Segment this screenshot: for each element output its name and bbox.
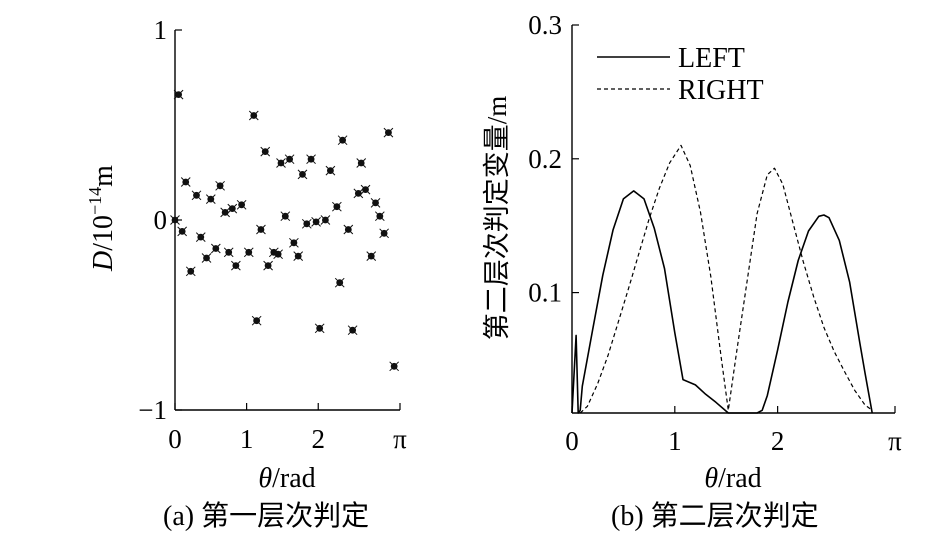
scatter-point bbox=[205, 194, 216, 204]
chart-legend: LEFT RIGHT bbox=[597, 43, 764, 106]
scatter-point bbox=[201, 253, 212, 263]
scatter-point bbox=[280, 211, 291, 222]
scatter-point bbox=[325, 165, 336, 176]
scatter-point bbox=[276, 158, 286, 168]
scatter-point bbox=[173, 89, 184, 100]
scatter-point bbox=[248, 110, 259, 121]
scatter-point bbox=[180, 177, 191, 187]
series-line-right bbox=[579, 144, 873, 414]
scatter-point bbox=[273, 249, 283, 260]
scatter-point bbox=[360, 184, 371, 195]
line-y-tick-label: 0.3 bbox=[528, 10, 562, 40]
scatter-point bbox=[334, 277, 345, 288]
scatter-y-axis-label: D/10−14m bbox=[85, 165, 119, 272]
scatter-point bbox=[260, 146, 271, 157]
scatter-point bbox=[343, 224, 354, 235]
scatter-point bbox=[383, 127, 394, 138]
scatter-x-tick-label: π bbox=[393, 424, 407, 454]
line-y-axis-label: 第二层次判定变量/m bbox=[482, 96, 512, 341]
scatter-point bbox=[227, 203, 238, 214]
scatter-point bbox=[366, 251, 377, 261]
scatter-point bbox=[379, 228, 389, 239]
scatter-point bbox=[170, 215, 180, 225]
scatter-y-tick-label: 1 bbox=[154, 15, 168, 45]
scatter-axes bbox=[174, 29, 401, 411]
scatter-point bbox=[243, 247, 254, 258]
line-x-tick-label: 0 bbox=[565, 426, 579, 456]
scatter-point bbox=[284, 154, 295, 165]
scatter-point bbox=[256, 224, 266, 235]
scatter-point bbox=[311, 217, 321, 227]
scatter-point bbox=[177, 226, 188, 237]
scatter-point bbox=[356, 158, 367, 168]
scatter-point bbox=[195, 232, 206, 242]
scatter-point bbox=[353, 188, 364, 199]
scatter-x-axis-label: θ/rad bbox=[258, 463, 315, 494]
scatter-point bbox=[251, 315, 262, 326]
scatter-y-tick-label: −1 bbox=[138, 395, 167, 425]
series-line-left bbox=[571, 190, 873, 414]
line-x-axis-label: θ/rad bbox=[704, 463, 761, 494]
scatter-point bbox=[191, 190, 202, 201]
scatter-point bbox=[320, 215, 331, 225]
scatter-x-tick-label: 1 bbox=[240, 424, 254, 454]
line-x-tick-label: 2 bbox=[771, 426, 785, 456]
scatter-point bbox=[215, 180, 225, 191]
scatter-point bbox=[389, 361, 400, 372]
scatter-point bbox=[337, 135, 348, 146]
scatter-point bbox=[289, 237, 299, 248]
legend-right-label: RIGHT bbox=[678, 75, 764, 106]
scatter-point bbox=[236, 199, 247, 210]
scatter-point bbox=[347, 325, 358, 336]
scatter-point bbox=[306, 154, 316, 165]
scatter-x-tick-label: 2 bbox=[311, 424, 325, 454]
scatter-point bbox=[220, 207, 230, 218]
caption-a: (a) 第一层次判定 bbox=[163, 501, 370, 532]
scatter-point bbox=[185, 266, 196, 277]
scatter-point bbox=[231, 260, 241, 271]
caption-b: (b) 第二层次判定 bbox=[611, 501, 819, 532]
scatter-point bbox=[332, 201, 342, 212]
scatter-x-tick-label: 0 bbox=[168, 424, 182, 454]
scatter-point bbox=[370, 198, 381, 208]
scatter-point bbox=[374, 211, 385, 222]
line-y-tick-label: 0.2 bbox=[528, 144, 562, 174]
legend-left-label: LEFT bbox=[678, 43, 745, 74]
scatter-point bbox=[301, 218, 312, 229]
line-panel: 0.1 0.2 0.3 0 1 2 π 第二层次判定变量/m θ/rad LEFT RIGH… bbox=[482, 10, 902, 494]
scatter-point bbox=[293, 251, 304, 261]
line-x-tick-label: 1 bbox=[668, 426, 682, 456]
scatter-point bbox=[297, 169, 308, 180]
scatter-point bbox=[223, 247, 234, 258]
line-series bbox=[571, 144, 873, 414]
scatter-point bbox=[210, 243, 221, 254]
line-tick-labels: 0.1 0.2 0.3 0 1 2 π bbox=[528, 10, 902, 456]
scatter-y-tick-label: 0 bbox=[154, 205, 168, 235]
scatter-points bbox=[170, 89, 400, 372]
line-y-tick-label: 0.1 bbox=[528, 278, 562, 308]
scatter-point bbox=[263, 260, 273, 271]
scatter-point bbox=[314, 323, 325, 334]
line-x-tick-label: π bbox=[888, 426, 902, 456]
